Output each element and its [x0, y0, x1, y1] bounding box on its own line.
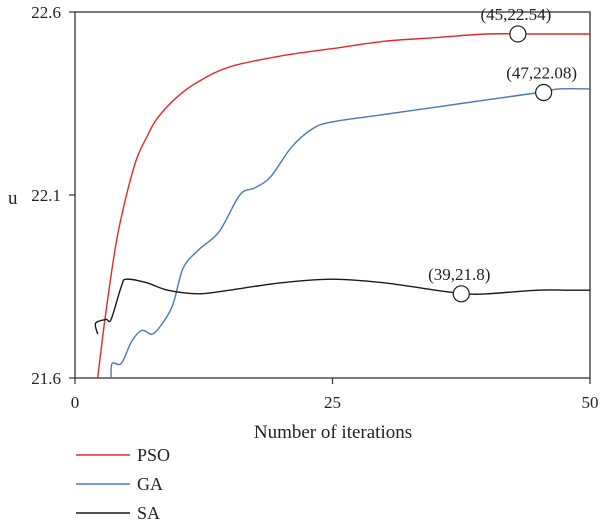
legend-label-pso: PSO: [137, 445, 170, 465]
legend-label-ga: GA: [137, 474, 163, 494]
annotation-marker: [509, 25, 527, 43]
y-axis-label: u: [8, 188, 18, 209]
annotation-marker: [535, 83, 553, 102]
annotation-label: (45,22.54): [480, 5, 551, 24]
y-tick-label: 22.1: [31, 186, 61, 205]
series-line-pso: [97, 33, 590, 379]
annotation-label: (39,21.8): [428, 265, 490, 284]
x-tick-label: 25: [324, 393, 341, 412]
x-tick-label: 0: [71, 393, 80, 412]
legend-label-sa: SA: [137, 503, 160, 523]
legend: PSO GA SA: [76, 445, 170, 523]
annotation-label: (47,22.08): [506, 64, 577, 83]
annotation-marker: [452, 285, 470, 303]
annotation-markers: (45,22.54) (47,22.08) (39,21.8): [428, 5, 577, 303]
y-tick-label: 21.6: [31, 369, 61, 388]
series-line-sa: [94, 278, 590, 335]
series-layer: [94, 33, 591, 379]
tick-layer: 0 25 50 21.6 22.1 22.6: [31, 3, 598, 412]
y-tick-label: 22.6: [31, 3, 61, 22]
x-tick-label: 50: [582, 393, 599, 412]
series-line-ga: [110, 87, 591, 379]
x-axis-label: Number of iterations: [254, 422, 412, 443]
